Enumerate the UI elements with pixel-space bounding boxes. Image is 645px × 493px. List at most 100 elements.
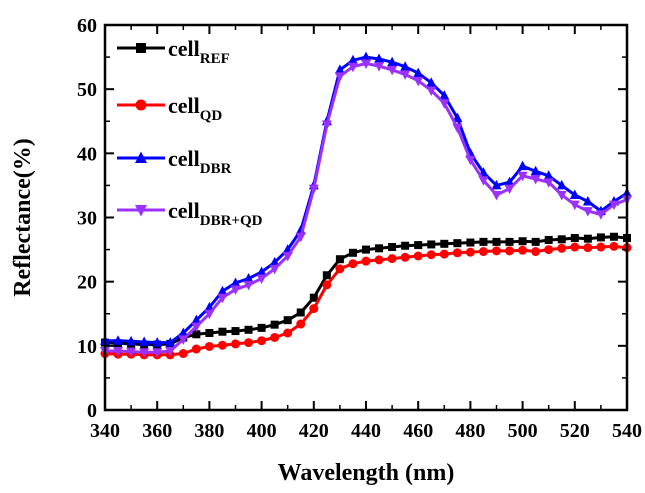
data-point <box>557 243 567 253</box>
legend-item: cellDBR <box>117 146 232 177</box>
data-point <box>414 241 423 250</box>
x-tick-label: 480 <box>455 420 485 442</box>
data-point <box>375 244 384 253</box>
data-point <box>582 195 593 206</box>
legend-label: cellDBR+QD <box>168 198 263 229</box>
data-point <box>256 266 267 277</box>
data-point <box>165 346 176 357</box>
data-point <box>478 176 489 186</box>
data-point <box>322 271 331 280</box>
data-point <box>205 329 214 337</box>
y-tick-label: 50 <box>77 79 97 101</box>
legend-subscript: DBR <box>200 161 232 177</box>
data-point <box>347 62 358 73</box>
data-point <box>113 346 124 357</box>
axis-ticks <box>104 24 628 411</box>
data-point <box>204 341 214 351</box>
data-point <box>570 234 579 243</box>
data-point <box>570 242 580 252</box>
x-tick-label: 400 <box>247 420 277 442</box>
legend-label: cellQD <box>168 93 222 124</box>
x-tick-label: 340 <box>90 420 120 442</box>
y-tick-label: 0 <box>87 400 97 422</box>
data-point <box>595 210 606 220</box>
data-point <box>243 272 254 283</box>
data-point <box>308 184 319 195</box>
data-point <box>165 337 176 347</box>
data-point <box>517 160 528 171</box>
data-point <box>231 339 240 349</box>
data-point <box>191 322 202 333</box>
data-point <box>439 90 450 100</box>
data-point <box>283 316 292 325</box>
data-point <box>387 65 398 76</box>
data-point <box>361 59 371 69</box>
data-point <box>543 178 554 188</box>
data-point <box>113 335 124 345</box>
data-point <box>347 54 358 65</box>
y-tick-label: 40 <box>77 143 97 165</box>
data-point <box>388 243 397 252</box>
data-point <box>322 280 332 290</box>
data-point <box>505 246 515 256</box>
data-point <box>609 241 619 251</box>
data-point <box>452 248 462 258</box>
data-point <box>270 320 279 329</box>
data-point <box>191 314 202 325</box>
data-point <box>257 323 266 332</box>
data-point <box>256 274 267 284</box>
data-point <box>453 239 462 248</box>
data-point <box>400 70 411 80</box>
y-tick-label: 10 <box>77 336 97 358</box>
data-point <box>152 348 163 358</box>
data-point <box>387 254 397 264</box>
data-point <box>295 232 306 243</box>
tick-labels: 340 360 380 400 420 440 460 480 500 520 540 0 10 20 30… <box>77 15 642 442</box>
y-tick-label: 60 <box>77 15 97 37</box>
data-point <box>348 259 358 269</box>
data-point <box>583 234 592 243</box>
data-point <box>296 308 305 317</box>
data-point <box>413 76 424 87</box>
x-tick-label: 420 <box>299 420 329 442</box>
data-point <box>556 179 567 190</box>
legend-item: cellDBR+QD <box>117 198 263 229</box>
data-point <box>230 285 241 295</box>
y-axis-title: Reflectance(%) <box>10 138 36 297</box>
data-point <box>426 86 437 96</box>
x-tick-label: 460 <box>403 420 433 442</box>
data-point <box>126 335 137 346</box>
data-point <box>217 340 227 350</box>
legend-label: cellDBR <box>168 146 232 177</box>
x-axis-title: Wavelength (nm) <box>278 460 455 486</box>
series-dbr-qd <box>100 59 632 358</box>
data-point <box>374 53 385 64</box>
data-point <box>413 251 423 261</box>
data-point <box>135 151 147 163</box>
data-point <box>452 112 463 123</box>
legend-label: cellREF <box>168 36 230 67</box>
data-point <box>362 245 370 254</box>
data-point <box>191 344 201 354</box>
data-point <box>270 332 280 342</box>
data-point <box>492 246 501 256</box>
data-point <box>334 72 345 82</box>
data-point <box>335 255 344 264</box>
series-ref <box>101 232 631 349</box>
data-point <box>178 335 189 345</box>
data-point <box>596 242 606 252</box>
data-point <box>530 165 541 176</box>
data-point <box>204 309 215 320</box>
data-point <box>569 200 580 211</box>
legend-subscript: REF <box>200 51 230 67</box>
data-point <box>348 248 357 257</box>
data-point <box>139 336 150 346</box>
data-point <box>126 347 137 358</box>
data-point <box>583 243 593 253</box>
data-point <box>374 62 385 72</box>
data-point <box>387 56 398 67</box>
data-point <box>582 207 593 217</box>
data-point <box>139 348 150 358</box>
data-point <box>492 237 501 246</box>
